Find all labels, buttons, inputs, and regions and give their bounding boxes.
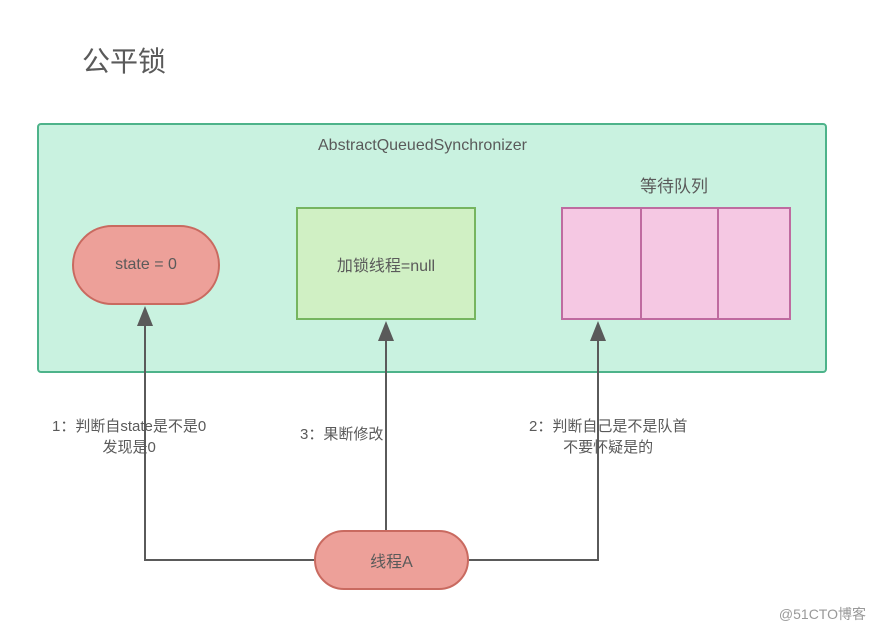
watermark: @51CTO博客 xyxy=(779,604,866,624)
queue-divider-1 xyxy=(640,209,642,318)
thread-a-node: 线程A xyxy=(314,530,469,590)
state-node: state = 0 xyxy=(72,225,220,305)
arrow3-label: 3：果断修改 xyxy=(300,423,383,444)
queue-label: 等待队列 xyxy=(640,172,708,197)
thread-a-text: 线程A xyxy=(370,548,413,572)
queue-divider-2 xyxy=(717,209,719,318)
diagram-title: 公平锁 xyxy=(82,40,166,80)
arrow2-label: 2：判断自己是不是队首不要怀疑是的 xyxy=(529,415,687,457)
arrow1-label: 1：判断自state是不是0发现是0 xyxy=(52,415,206,457)
wait-queue-node xyxy=(561,207,791,320)
lock-thread-text: 加锁线程=null xyxy=(337,252,435,276)
aqs-label: AbstractQueuedSynchronizer xyxy=(318,137,527,155)
lock-thread-node: 加锁线程=null xyxy=(296,207,476,320)
state-text: state = 0 xyxy=(115,256,177,274)
